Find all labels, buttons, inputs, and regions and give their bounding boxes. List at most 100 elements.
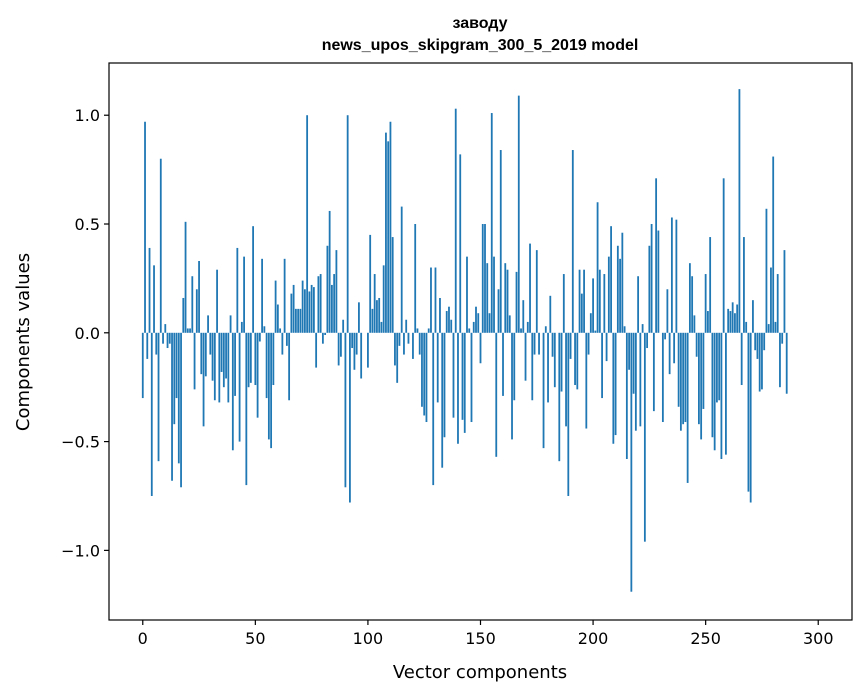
y-tick-label: −0.5	[61, 433, 100, 452]
bar	[781, 332, 784, 344]
bar	[576, 332, 579, 390]
bar	[281, 332, 284, 355]
bar	[684, 332, 687, 423]
bar	[754, 332, 757, 351]
bar	[204, 332, 207, 377]
bar	[594, 330, 597, 333]
bar	[774, 321, 777, 333]
bar	[612, 332, 615, 444]
bar	[263, 326, 266, 333]
bar	[542, 332, 545, 449]
bar	[535, 250, 538, 333]
bar	[445, 311, 448, 333]
bar	[270, 332, 273, 449]
y-tick-label: 0.0	[75, 324, 100, 343]
bar	[551, 332, 554, 357]
bar	[605, 332, 608, 362]
bar	[749, 332, 752, 503]
bar	[407, 332, 410, 344]
bar	[211, 332, 214, 381]
bar	[502, 332, 504, 396]
bar	[367, 332, 369, 368]
bar	[679, 332, 682, 431]
bar	[439, 297, 441, 333]
bar	[592, 278, 594, 333]
bar	[337, 332, 340, 366]
bar	[520, 328, 522, 333]
bar	[472, 321, 475, 333]
bar	[249, 332, 252, 383]
bar	[216, 269, 218, 333]
bar	[704, 274, 707, 333]
bar	[229, 315, 232, 333]
bar	[549, 295, 552, 333]
bar	[720, 332, 723, 459]
bar	[351, 332, 354, 349]
bar	[238, 332, 241, 442]
bar	[686, 332, 689, 483]
bar	[761, 332, 763, 390]
x-tick-label: 150	[465, 629, 496, 648]
bar	[716, 332, 718, 403]
bar	[349, 332, 351, 503]
bar	[524, 332, 527, 381]
bar	[378, 297, 381, 333]
bar	[727, 308, 730, 333]
bar	[162, 332, 164, 344]
bar	[276, 304, 279, 333]
bar	[637, 276, 640, 333]
bar	[166, 332, 169, 349]
bar	[346, 115, 349, 333]
bar	[693, 315, 696, 333]
bar	[430, 267, 432, 333]
bar	[531, 332, 534, 401]
bar	[324, 332, 327, 335]
bar	[731, 302, 734, 333]
x-axis-ticks: 0 50 100 150 200 250 300	[138, 620, 834, 648]
bar	[195, 289, 198, 333]
bar	[770, 267, 772, 333]
bar	[414, 224, 417, 333]
bar	[560, 332, 563, 392]
bar	[628, 332, 630, 370]
bar	[290, 293, 293, 333]
bar	[182, 297, 185, 333]
bar	[283, 258, 286, 333]
bar	[317, 276, 320, 333]
bar	[740, 332, 743, 386]
bar	[403, 332, 405, 355]
bar	[695, 332, 698, 357]
y-tick-label: −1.0	[61, 541, 100, 560]
bar	[146, 332, 149, 359]
bar	[538, 332, 540, 355]
bar	[155, 332, 158, 355]
bar	[369, 234, 372, 333]
x-tick-label: 50	[245, 629, 265, 648]
bar	[698, 332, 700, 425]
bar	[306, 115, 309, 333]
bar	[578, 269, 581, 333]
bar	[321, 332, 324, 344]
bar	[301, 280, 304, 333]
bar	[772, 156, 775, 333]
bar	[756, 332, 759, 359]
bar	[666, 289, 669, 333]
bar	[245, 332, 248, 486]
bar	[141, 332, 144, 399]
bar	[443, 332, 446, 438]
bar	[668, 332, 671, 375]
bar	[553, 332, 556, 388]
y-axis-ticks: −1.0 −0.5 0.0 0.5 1.0	[61, 106, 109, 560]
bar	[425, 332, 428, 423]
bar	[265, 332, 268, 399]
bar	[614, 332, 617, 436]
bar	[400, 206, 403, 333]
bar	[587, 332, 590, 355]
bar	[157, 332, 160, 462]
bar	[558, 332, 561, 462]
bar	[385, 132, 387, 333]
bar	[344, 332, 347, 488]
x-tick-label: 250	[690, 629, 721, 648]
bar	[711, 332, 714, 438]
bar	[461, 332, 464, 420]
